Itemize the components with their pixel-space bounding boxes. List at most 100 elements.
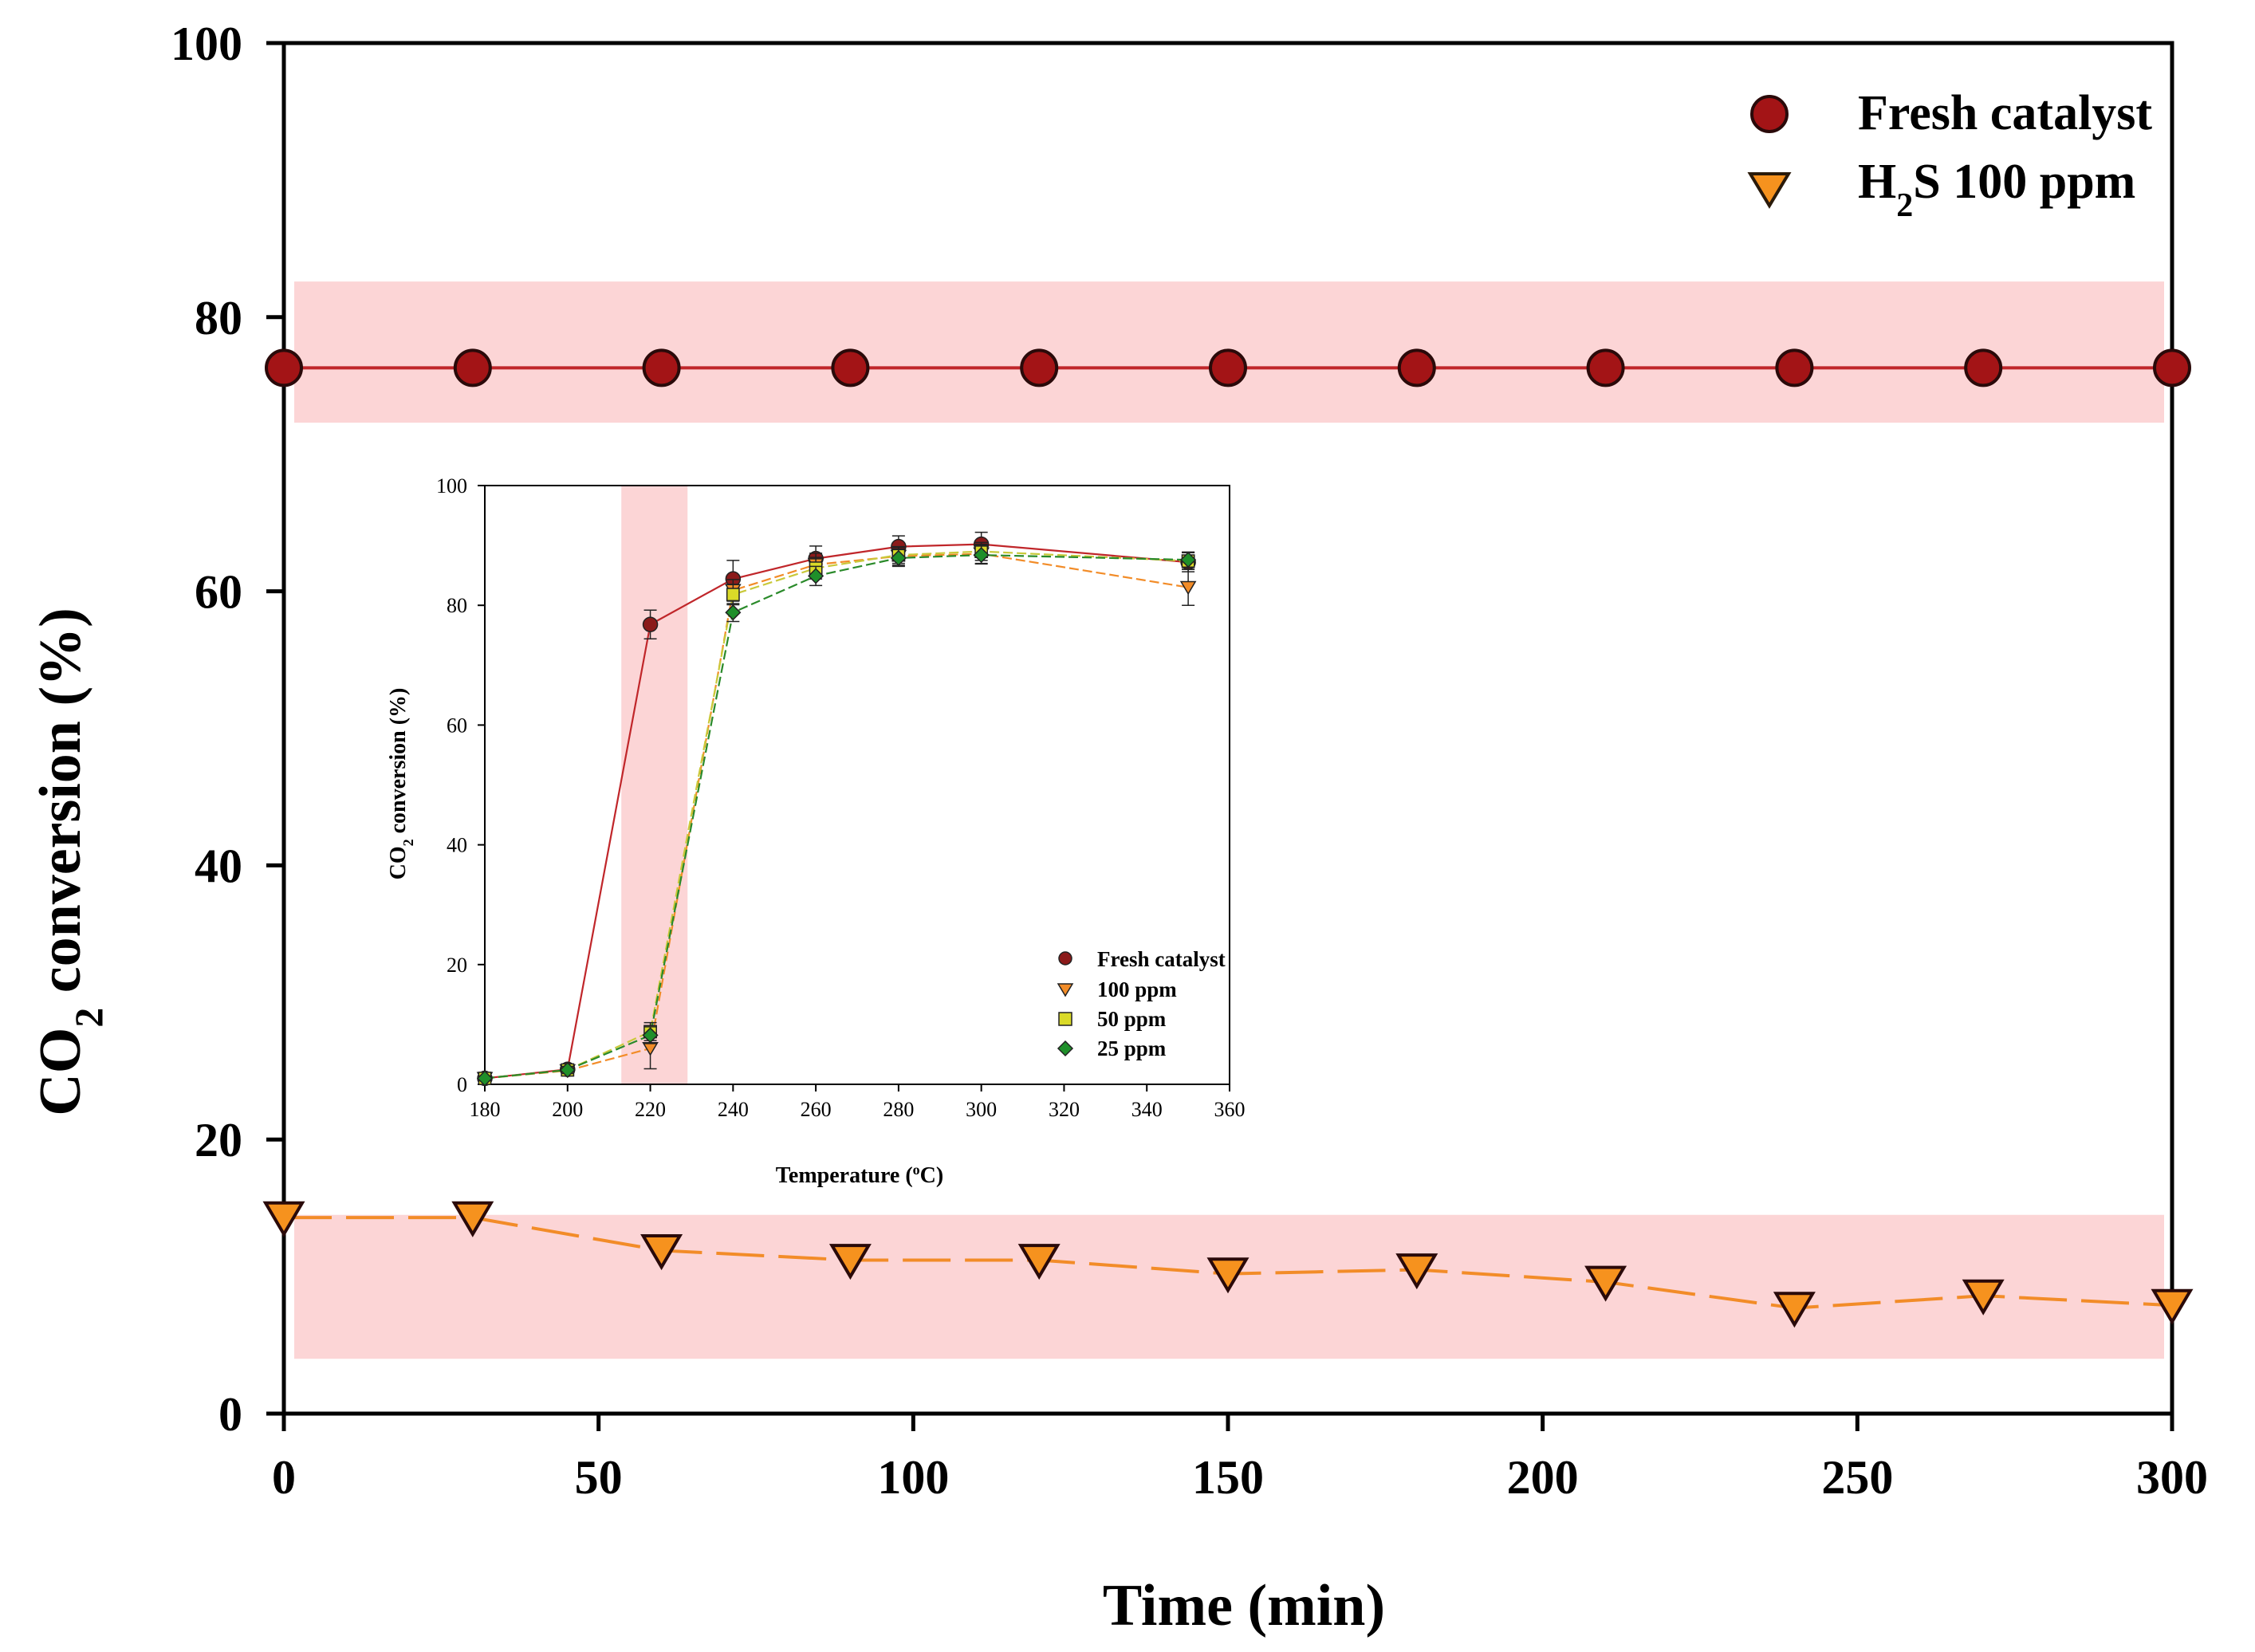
inset-point-3 (973, 547, 990, 564)
inset-point-3 (642, 1027, 659, 1044)
inset-y-tick-label: 40 (447, 834, 467, 857)
inset-y-tick-label: 80 (447, 594, 467, 617)
legend-label-h2s-sub: 2 (1896, 187, 1913, 224)
inset-point-3 (559, 1061, 576, 1079)
main-x-tick-label: 200 (1507, 1451, 1579, 1504)
main-point-1 (262, 1201, 305, 1237)
legend-marker-fresh-catalyst (1750, 95, 1789, 133)
main-series (262, 348, 2194, 1328)
main-point-1 (1017, 1244, 1061, 1280)
main-y-tick-label: 0 (218, 1388, 242, 1441)
main-point-1 (828, 1244, 872, 1280)
inset-point-3 (1180, 552, 1197, 568)
inset-x-tick-label: 200 (552, 1098, 583, 1121)
inset-highlight-band (621, 486, 688, 1084)
main-axes (266, 41, 2174, 1431)
inset-y-axis-title-rest: conversion (%) (386, 688, 411, 840)
main-x-tick-label: 150 (1192, 1451, 1264, 1504)
main-x-tick-label: 100 (877, 1451, 949, 1504)
main-point-0 (453, 348, 492, 387)
inset-legend-marker-100ppm (1057, 983, 1074, 997)
main-point-1 (640, 1234, 683, 1271)
inset-y-tick-label: 60 (447, 714, 467, 737)
main-x-tick-label: 300 (2136, 1451, 2208, 1504)
main-point-0 (2153, 348, 2191, 387)
main-legend: Fresh catalyst H2S 100 ppm (1747, 86, 2152, 224)
inset-y-tick-label: 100 (436, 474, 467, 498)
main-y-tick-label: 80 (195, 292, 242, 344)
inset-x-tick-label: 220 (635, 1098, 666, 1121)
inset-x-tick-label: 260 (801, 1098, 832, 1121)
inset-series-line-3 (484, 554, 1189, 1080)
main-point-0 (1020, 348, 1059, 387)
inset-y-axis-title: CO2 conversion (%) (386, 688, 416, 880)
inset-legend-label-50ppm: 50 ppm (1097, 1007, 1167, 1031)
inset-series-line-0 (484, 543, 1189, 1080)
legend-label-h2s-rest: S 100 ppm (1913, 155, 2135, 209)
main-point-0 (831, 348, 870, 387)
inset-point-3 (890, 549, 907, 566)
inset-point-1 (1179, 580, 1197, 596)
inset-x-tick-label: 360 (1214, 1098, 1246, 1121)
inset-legend-label-100ppm: 100 ppm (1097, 977, 1177, 1001)
main-x-tick-label: 0 (272, 1451, 296, 1504)
main-point-1 (1773, 1292, 1816, 1328)
inset-series-line-1 (484, 553, 1189, 1080)
main-point-0 (265, 348, 303, 387)
main-point-0 (1209, 348, 1247, 387)
main-y-axis-title: CO2 conversion (%) (28, 608, 111, 1116)
inset-x-tick-label: 180 (470, 1098, 501, 1121)
inset-x-axis-title: Temperature (oC) (776, 1162, 943, 1188)
inset-band-rect (621, 486, 688, 1084)
inset-series-line-2 (484, 550, 1189, 1080)
inset-y-tick-label: 0 (457, 1073, 467, 1096)
inset-y-axis-title-main: CO (386, 846, 411, 879)
inset-point-3 (808, 568, 824, 584)
inset-legend: Fresh catalyst 100 ppm 50 ppm 25 ppm (1057, 947, 1226, 1060)
inset-y-tick-label: 20 (447, 954, 467, 977)
inset-point-2 (726, 588, 740, 602)
main-plot-frame (281, 41, 2174, 1416)
inset-plot-frame (484, 485, 1230, 1085)
legend-label-h2s-main: H (1858, 155, 1896, 209)
inset-x-tick-label: 300 (966, 1098, 997, 1121)
inset-legend-label-25ppm: 25 ppm (1097, 1036, 1167, 1060)
inset-x-tick-label: 320 (1049, 1098, 1080, 1121)
main-y-tick-label: 60 (195, 566, 242, 619)
inset-y-axis-title-sub: 2 (400, 839, 416, 846)
inset-legend-marker-50ppm (1058, 1012, 1072, 1026)
inset-legend-marker-fresh (1058, 951, 1072, 966)
main-point-1 (1395, 1253, 1438, 1290)
inset-x-axis-title-main: Temperature ( (776, 1163, 913, 1188)
main-y-axis-title-main: CO (28, 1028, 93, 1116)
legend-marker-h2s-100ppm (1747, 172, 1792, 209)
inset-tick-labels: 180 200 220 240 260 280 300 320 340 360 0 20 40 60 80 1… (436, 474, 1246, 1121)
main-x-axis-title: Time (min) (1103, 1573, 1385, 1638)
svg-text:CO2 conversion (%): CO2 conversion (%) (386, 688, 416, 880)
main-point-1 (1962, 1279, 2005, 1316)
main-y-axis-title-sub: 2 (66, 1008, 111, 1028)
inset-x-tick-label: 280 (883, 1098, 914, 1121)
main-y-tick-label: 40 (195, 840, 242, 892)
inset-x-axis-title-rest: C) (920, 1163, 944, 1188)
main-y-tick-label: 100 (171, 18, 242, 70)
inset-point-0 (642, 616, 659, 632)
svg-text:CO2 conversion (%): CO2 conversion (%) (28, 608, 111, 1116)
main-y-axis-title-rest: conversion (%) (28, 608, 93, 1008)
inset-point-3 (725, 604, 742, 621)
main-point-1 (1206, 1257, 1249, 1294)
main-point-0 (1397, 348, 1436, 387)
inset-legend-label-fresh: Fresh catalyst (1097, 947, 1226, 971)
main-x-tick-label: 250 (1821, 1451, 1893, 1504)
main-point-1 (451, 1201, 494, 1237)
main-x-tick-label: 50 (575, 1451, 623, 1504)
main-point-1 (1584, 1265, 1627, 1302)
main-point-1 (2151, 1288, 2194, 1325)
legend-label-fresh-catalyst: Fresh catalyst (1858, 86, 2152, 140)
main-point-0 (1775, 348, 1814, 387)
main-point-0 (1964, 348, 2003, 387)
inset-x-tick-label: 240 (718, 1098, 749, 1121)
inset-legend-marker-25ppm (1057, 1040, 1074, 1057)
